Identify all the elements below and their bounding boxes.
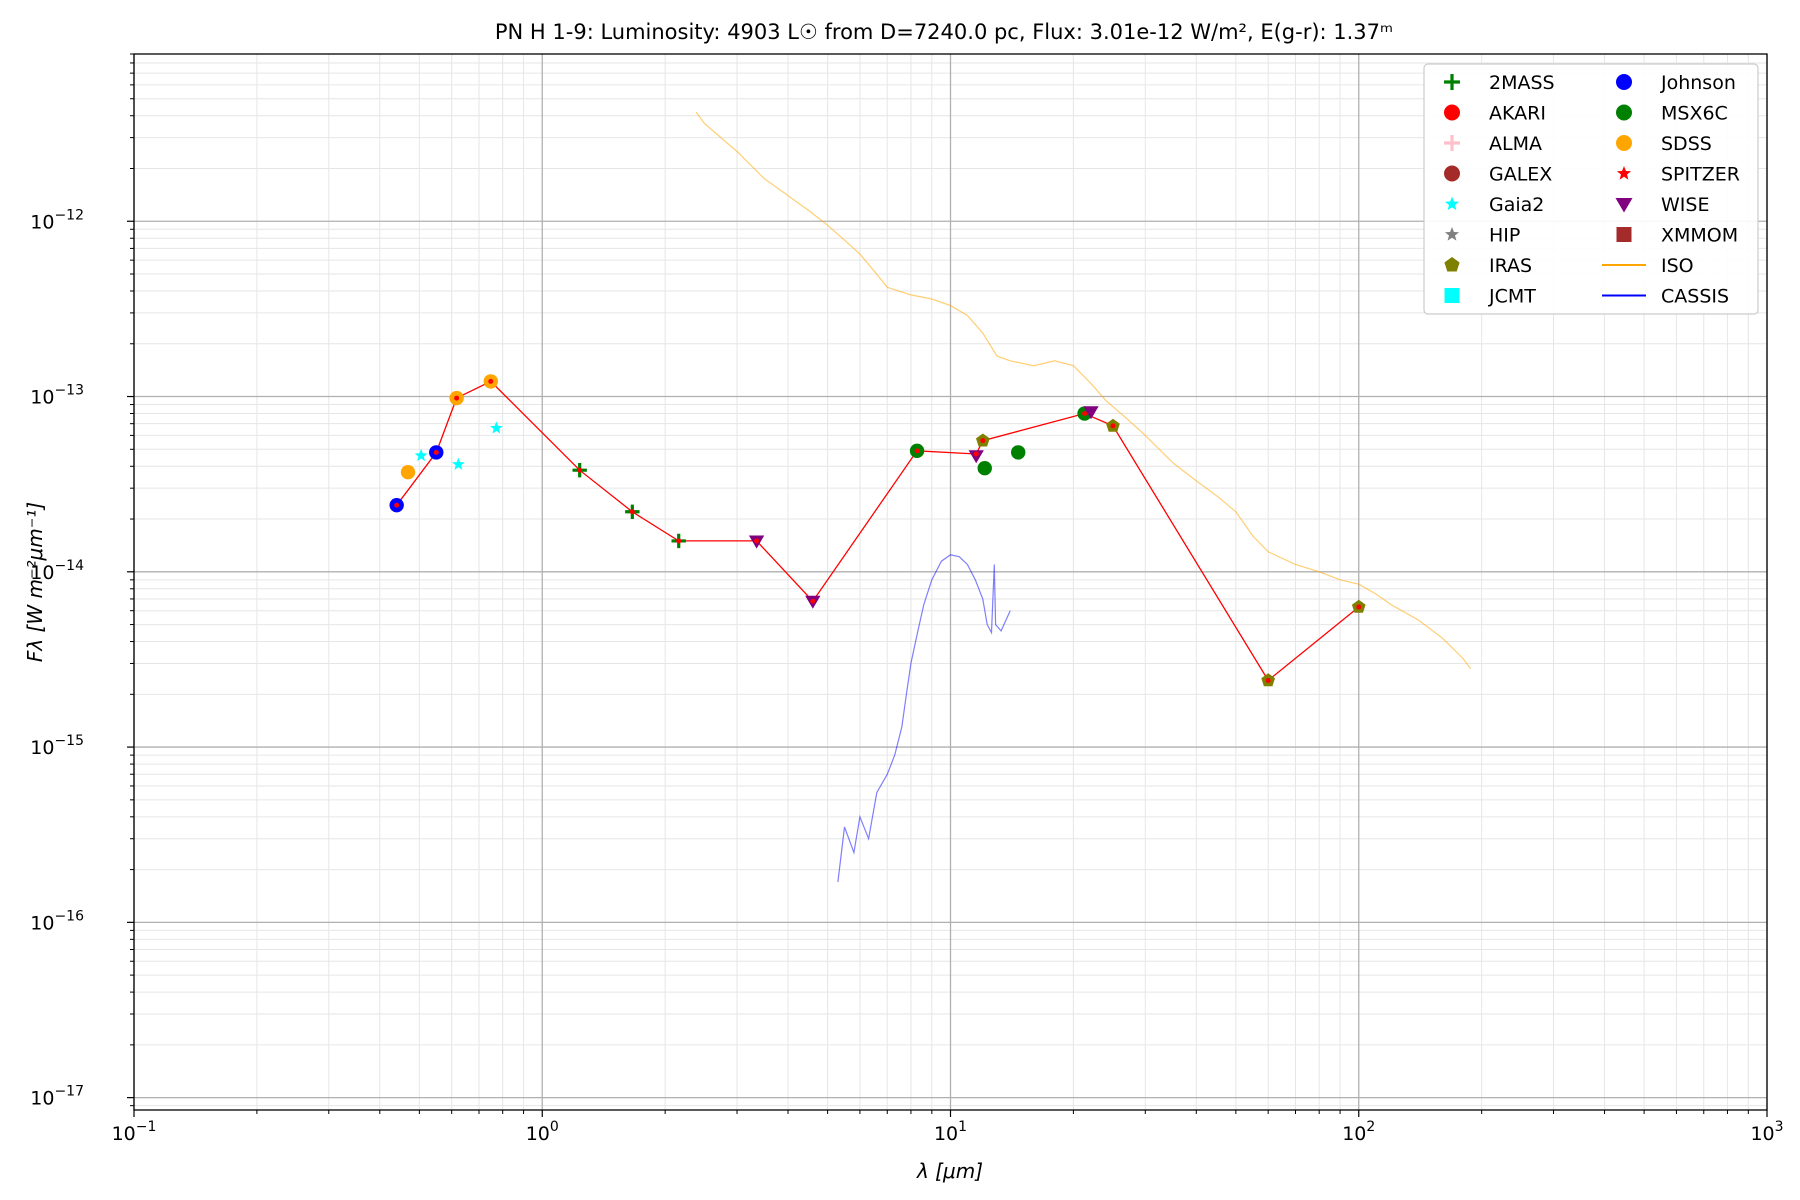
sed-vertex — [433, 449, 439, 455]
legend-marker-iras — [1444, 257, 1460, 272]
spectrum-cassis — [837, 554, 1011, 883]
legend-marker-msx6c — [1616, 104, 1632, 121]
sed-vertex — [454, 395, 460, 401]
sed-vertex — [973, 451, 979, 457]
chart-title: PN H 1-9: Luminosity: 4903 L☉ from D=724… — [495, 20, 1393, 44]
legend-label-iras: IRAS — [1489, 255, 1532, 277]
legend-label-xmmom: XMMOM — [1661, 225, 1738, 247]
legend-label-msx6c: MSX6C — [1661, 103, 1728, 125]
legend-label-iso: ISO — [1661, 255, 1694, 277]
x-tick-label: 10−1 — [112, 1119, 157, 1145]
y-tick-label: 10−15 — [30, 733, 84, 759]
legend-label-galex: GALEX — [1489, 164, 1552, 186]
legend-marker-gaia2 — [1444, 196, 1460, 211]
spectrum-iso — [695, 111, 1472, 670]
legend-label-akari: AKARI — [1489, 103, 1546, 125]
sed-vertex — [629, 509, 635, 515]
legend-label-alma: ALMA — [1489, 133, 1542, 155]
marker-gaia2 — [451, 457, 465, 470]
legend-marker-hip — [1444, 227, 1460, 241]
legend-label-spitzer: SPITZER — [1661, 164, 1740, 186]
sed-vertex — [1082, 411, 1088, 417]
spectra-lines — [695, 111, 1472, 883]
legend-label-wise: WISE — [1661, 194, 1709, 216]
legend-marker-galex — [1444, 165, 1460, 182]
legend-label-jcmt: JCMT — [1488, 286, 1536, 308]
sed-connecting-line — [396, 380, 1360, 682]
x-tick-label: 101 — [934, 1119, 967, 1145]
legend-label-2mass: 2MASS — [1489, 72, 1555, 94]
marker-msx6c — [1011, 445, 1026, 460]
y-tick-label: 10−17 — [30, 1084, 84, 1110]
sed-vertex — [810, 598, 816, 604]
y-tick-label: 10−12 — [30, 207, 84, 233]
x-tick-label: 103 — [1750, 1119, 1783, 1145]
legend-label-johnson: Johnson — [1660, 72, 1736, 94]
legend-label-hip: HIP — [1489, 225, 1520, 247]
legend-marker-jcmt — [1444, 288, 1460, 303]
sed-vertex — [577, 467, 583, 473]
legend-marker-sdss — [1616, 135, 1632, 151]
legend: 2MASS AKARI ALMA GALEX Gaia2 HIP IRAS JCMT Johns… — [1423, 63, 1759, 315]
legend-label-gaia2: Gaia2 — [1489, 194, 1544, 216]
sed-vertex — [914, 448, 920, 454]
legend-marker-wise — [1615, 198, 1633, 213]
marker-sdss — [400, 465, 416, 480]
legend-marker-alma — [1444, 135, 1460, 151]
legend-marker-johnson — [1616, 74, 1632, 90]
sed-vertex — [1356, 604, 1362, 610]
sed-vertex — [1265, 677, 1271, 683]
legend-marker-spitzer — [1616, 166, 1632, 180]
legend-marker-2mass — [1444, 74, 1460, 90]
sed-line — [396, 380, 1360, 682]
x-tick-label: 102 — [1342, 1119, 1375, 1145]
legend-marker-akari — [1444, 104, 1460, 121]
x-axis-label: λ [μm] — [916, 1159, 983, 1183]
photometry-markers — [389, 374, 1366, 687]
legend-label-sdss: SDSS — [1661, 133, 1712, 155]
legend-box — [1423, 63, 1759, 315]
sed-vertex — [980, 438, 986, 444]
marker-gaia2 — [414, 448, 428, 462]
y-tick-label: 10−16 — [30, 908, 84, 934]
sed-vertex — [488, 378, 494, 384]
sed-vertex — [394, 502, 400, 508]
marker-gaia2 — [490, 421, 503, 434]
x-tick-label: 100 — [526, 1119, 559, 1145]
sed-vertex — [754, 538, 760, 544]
marker-wise — [968, 450, 984, 464]
sed-vertex — [1110, 423, 1116, 429]
marker-msx6c — [977, 461, 992, 476]
y-tick-label: 10−13 — [30, 383, 84, 409]
sed-vertex — [676, 538, 682, 544]
y-axis-label: Fλ [W m⁻²μm⁻¹] — [23, 502, 47, 662]
marker-wise — [1083, 406, 1099, 420]
legend-marker-xmmom — [1616, 227, 1632, 242]
legend-label-cassis: CASSIS — [1661, 286, 1729, 308]
